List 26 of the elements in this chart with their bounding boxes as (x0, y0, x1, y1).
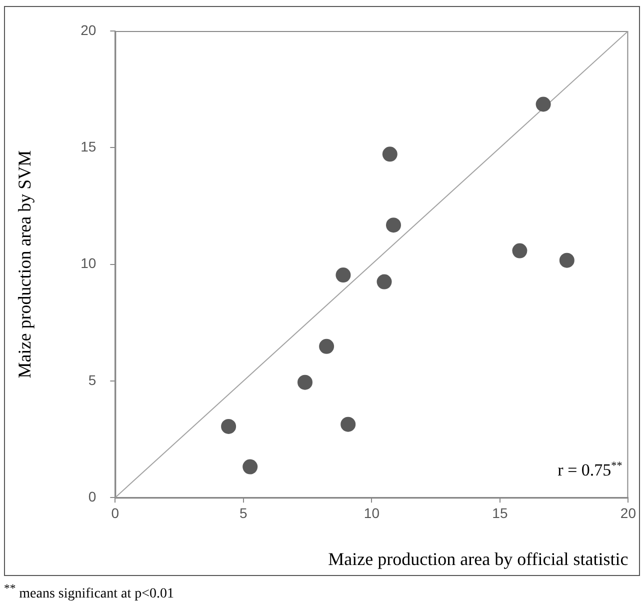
point (242, 459, 258, 474)
x-tick-label: 15 (492, 504, 508, 521)
y-tick-label: 0 (88, 488, 96, 504)
x-tick-label: 10 (364, 504, 380, 521)
y-tick-label: 10 (80, 255, 96, 272)
point (319, 338, 334, 354)
point (386, 218, 401, 233)
text: $^{**}$ means significant at p<0.01 (4, 581, 174, 604)
point (512, 243, 528, 258)
point (382, 146, 398, 162)
y-axis-title: Maize production area by SVM (14, 150, 35, 378)
point (298, 374, 312, 390)
point (376, 274, 392, 290)
point (559, 252, 574, 268)
y-tick-label: 20 (80, 22, 96, 38)
point (221, 418, 236, 434)
point (340, 416, 356, 432)
y-tick-label: 15 (80, 138, 96, 155)
x-axis-title: Maize production area by official statistic (328, 548, 628, 569)
x-tick-label: 5 (240, 504, 248, 521)
x-tick-label: 0 (111, 504, 120, 521)
annotation: r = 0.75** (558, 460, 622, 480)
y-tick-label: 5 (88, 372, 96, 388)
x-tick-label: 20 (620, 504, 636, 521)
point (336, 268, 351, 283)
point (536, 96, 551, 112)
